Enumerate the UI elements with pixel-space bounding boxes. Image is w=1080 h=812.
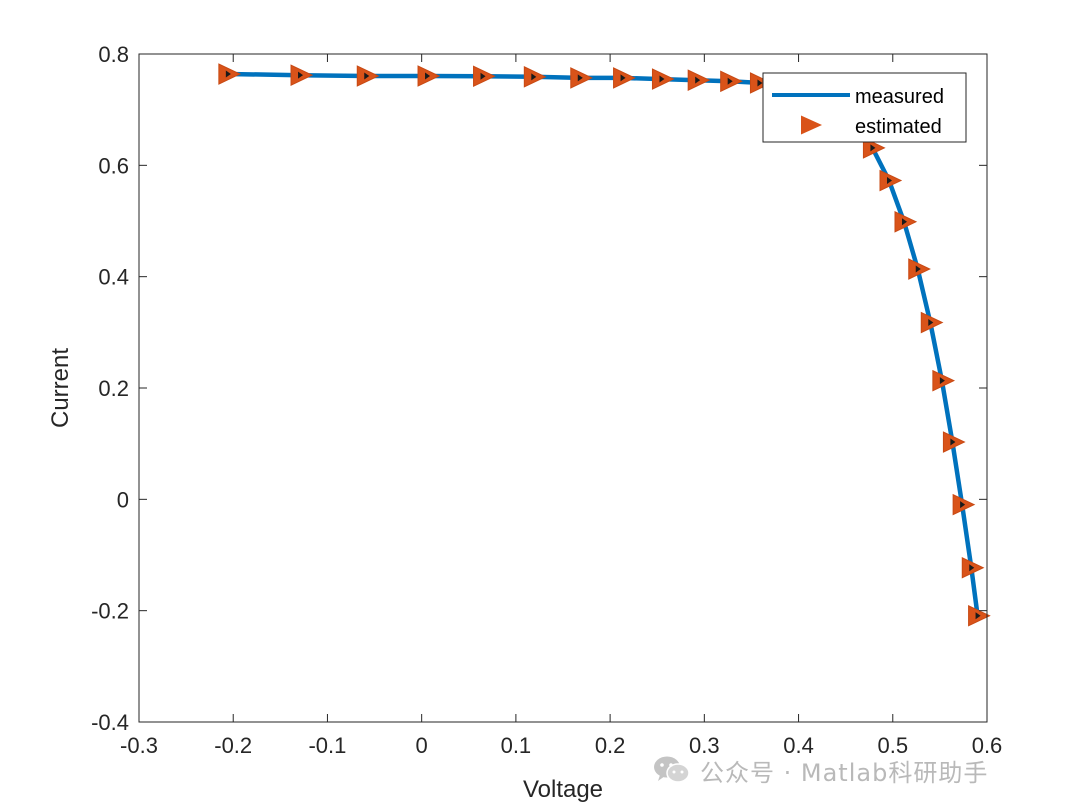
- y-tick-label: 0.6: [98, 153, 129, 178]
- watermark-text: 公众号 · Matlab科研助手: [700, 758, 989, 787]
- marker-center: [480, 72, 486, 80]
- marker-estimated: [687, 69, 711, 91]
- marker-estimated: [968, 604, 991, 627]
- x-tick-label: 0: [416, 733, 428, 758]
- legend-label-estimated: estimated: [855, 116, 942, 138]
- marker-estimated: [523, 66, 547, 88]
- marker-center: [969, 564, 975, 572]
- marker-center: [975, 612, 981, 620]
- wechat-icon: [654, 756, 690, 783]
- y-tick-label: 0.4: [98, 265, 129, 290]
- marker-center: [928, 319, 934, 327]
- y-tick-label: -0.4: [91, 710, 129, 735]
- marker-center: [225, 70, 231, 78]
- marker-center: [531, 73, 537, 81]
- x-tick-label: 0.3: [689, 733, 720, 758]
- legend: measured estimated: [762, 72, 967, 143]
- marker-center: [757, 79, 763, 87]
- marker-estimated: [356, 65, 380, 87]
- watermark: 公众号 · Matlab科研助手: [652, 752, 988, 788]
- marker-estimated: [651, 68, 675, 90]
- marker-center: [939, 377, 945, 385]
- y-axis-title: Current: [47, 348, 74, 428]
- marker-estimated: [908, 258, 931, 280]
- marker-estimated: [613, 67, 636, 89]
- marker-center: [364, 72, 370, 80]
- marker-center: [577, 74, 583, 82]
- legend-box: [762, 72, 967, 143]
- x-tick-label: 0.4: [783, 733, 814, 758]
- x-tick-label: 0.6: [972, 733, 1003, 758]
- marker-center: [915, 265, 921, 273]
- marker-center: [727, 77, 733, 85]
- marker-center: [870, 144, 876, 152]
- marker-estimated: [942, 431, 966, 453]
- axes-box: [138, 53, 988, 723]
- plot-area: [218, 63, 991, 627]
- marker-center: [901, 218, 907, 226]
- axes: -0.3 -0.2 -0.1 0 0.1 0.2 0.3 0.4 0.5 0.6 -0.4 -0.2 0…: [91, 42, 1002, 758]
- marker-estimated: [862, 137, 886, 159]
- marker-estimated: [879, 169, 903, 192]
- marker-estimated: [720, 70, 743, 93]
- marker-center: [620, 74, 626, 82]
- marker-center: [659, 75, 665, 83]
- x-tick-label: 0.5: [877, 733, 908, 758]
- x-tick-label: -0.3: [120, 733, 158, 758]
- marker-center: [695, 76, 701, 84]
- marker-estimated: [749, 72, 773, 94]
- marker-estimated: [952, 493, 976, 516]
- marker-estimated: [932, 369, 956, 392]
- marker-center: [298, 71, 304, 79]
- y-tick-label: -0.2: [91, 599, 129, 624]
- y-tick-label: 0.2: [98, 376, 129, 401]
- marker-center: [887, 177, 893, 185]
- x-tick-label: -0.2: [214, 733, 252, 758]
- marker-estimated: [290, 64, 314, 86]
- marker-estimated: [570, 67, 593, 89]
- marker-center: [960, 501, 966, 509]
- legend-label-measured: measured: [855, 86, 944, 108]
- marker-center: [425, 72, 431, 80]
- y-tick-label: 0.8: [98, 42, 129, 67]
- marker-estimated: [417, 65, 441, 87]
- marker-estimated: [920, 311, 944, 334]
- y-tick-label: 0: [117, 487, 129, 512]
- legend-swatch-estimated: [801, 115, 822, 135]
- marker-estimated: [961, 556, 985, 579]
- x-axis-title: Voltage: [523, 776, 603, 803]
- x-tick-label: 0.2: [595, 733, 626, 758]
- marker-estimated: [218, 63, 242, 85]
- marker-estimated: [894, 210, 918, 233]
- marker-center: [950, 438, 956, 446]
- x-tick-label: 0.1: [501, 733, 532, 758]
- marker-estimated: [473, 65, 496, 88]
- x-tick-label: -0.1: [308, 733, 346, 758]
